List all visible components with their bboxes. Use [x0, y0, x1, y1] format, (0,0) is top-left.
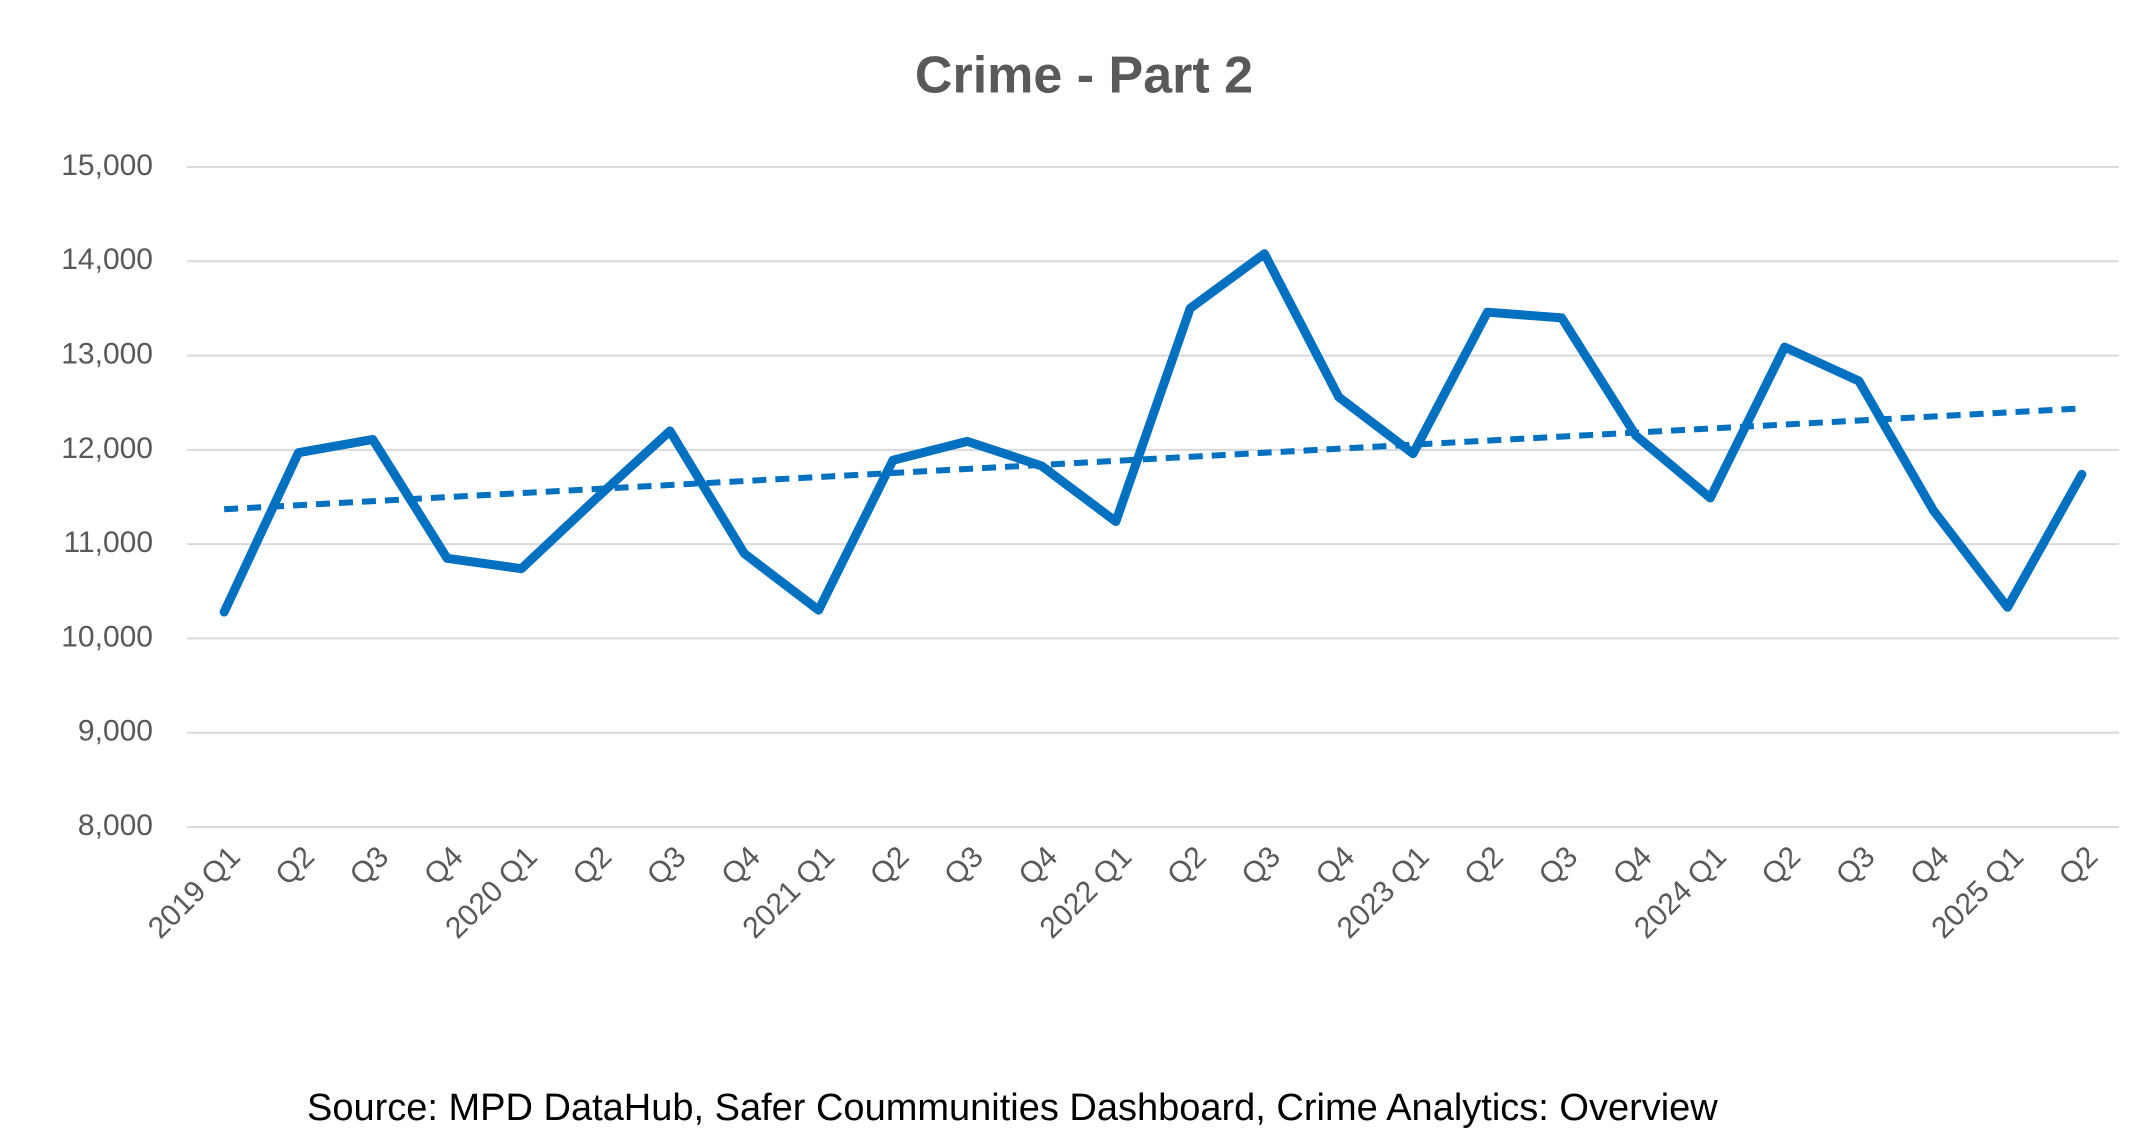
y-tick-label: 15,000 [61, 149, 153, 182]
y-tick-label: 12,000 [61, 432, 153, 465]
x-tick-label: Q3 [938, 840, 990, 892]
y-tick-label: 11,000 [63, 526, 153, 559]
x-tick-label: Q2 [2053, 840, 2105, 892]
y-tick-label: 8,000 [78, 809, 153, 842]
x-tick-label: Q2 [567, 840, 619, 892]
x-tick-label: Q2 [1756, 840, 1808, 892]
x-tick-label: Q3 [1830, 840, 1882, 892]
x-tick-label: Q2 [1458, 840, 1510, 892]
x-tick-label: 2019 Q1 [142, 840, 247, 945]
x-tick-label: Q3 [1235, 840, 1287, 892]
x-tick-label: Q3 [344, 840, 396, 892]
data-line [219, 249, 2087, 617]
y-tick-label: 13,000 [61, 337, 153, 370]
x-tick-label: Q2 [864, 840, 916, 892]
y-tick-label: 9,000 [78, 715, 153, 748]
x-tick-label: Q4 [715, 840, 767, 892]
x-tick-label: Q4 [1904, 840, 1956, 892]
chart-title: Crime - Part 2 [915, 47, 1253, 105]
x-tick-label: Q3 [641, 840, 693, 892]
x-tick-label: Q4 [1012, 840, 1064, 892]
x-tick-label: Q4 [1310, 840, 1362, 892]
x-tick-label: Q3 [1533, 840, 1585, 892]
x-tick-label: Q4 [1607, 840, 1659, 892]
trend-line [223, 405, 2083, 513]
x-tick-label: Q2 [1161, 840, 1213, 892]
x-tick-label: Q2 [269, 840, 321, 892]
y-tick-label: 14,000 [61, 243, 153, 276]
x-tick-label: Q4 [418, 840, 470, 892]
y-tick-label: 10,000 [61, 620, 153, 653]
source-note: Source: MPD DataHub, Safer Coummunities … [307, 1087, 1718, 1129]
